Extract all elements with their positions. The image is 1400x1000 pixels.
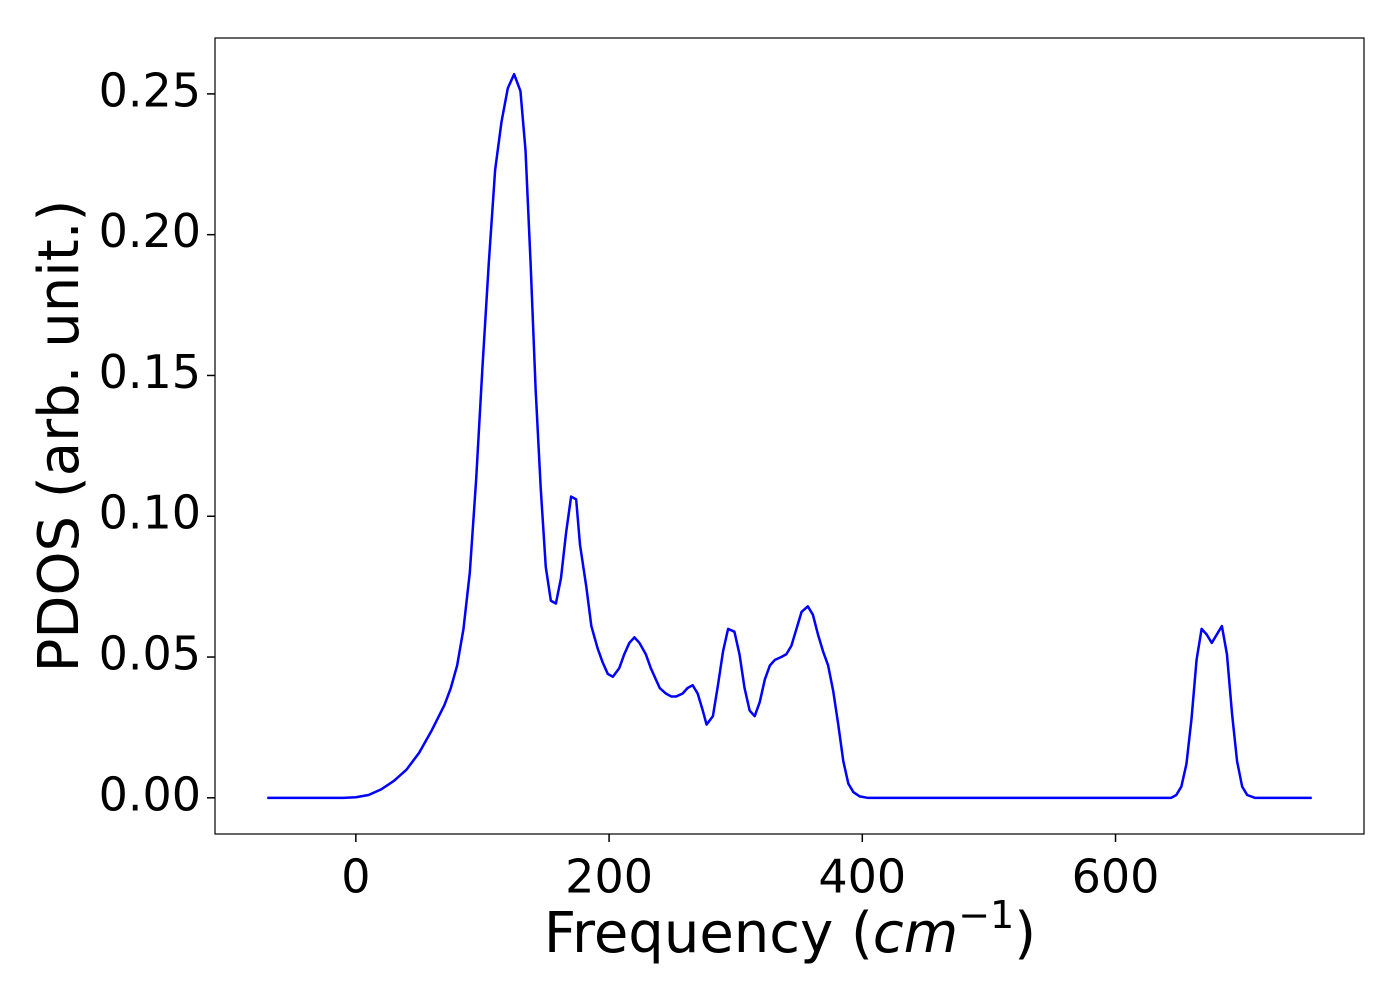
x-tick-label: 0 (341, 850, 370, 904)
y-tick-label: 0.15 (99, 345, 201, 399)
x-axis-label: Frequency (cm−1) (544, 893, 1036, 966)
y-tick-label: 0.00 (99, 767, 201, 821)
y-tick-label: 0.10 (99, 486, 201, 540)
x-label-part: ) (1014, 901, 1036, 966)
x-label-part: Frequency ( (544, 901, 873, 966)
y-tick-label: 0.25 (99, 63, 201, 117)
y-tick-label: 0.05 (99, 627, 201, 681)
y-axis-label: PDOS (arb. unit.) (27, 200, 92, 673)
x-tick-label: 200 (565, 850, 653, 904)
y-tick-label: 0.20 (99, 204, 201, 258)
x-tick-label: 600 (1072, 850, 1160, 904)
x-label-part: −1 (958, 893, 1014, 937)
x-label-part: cm (873, 901, 958, 966)
plot-frame (214, 37, 1365, 835)
line (267, 72, 1312, 800)
x-tick-label: 400 (818, 850, 906, 904)
